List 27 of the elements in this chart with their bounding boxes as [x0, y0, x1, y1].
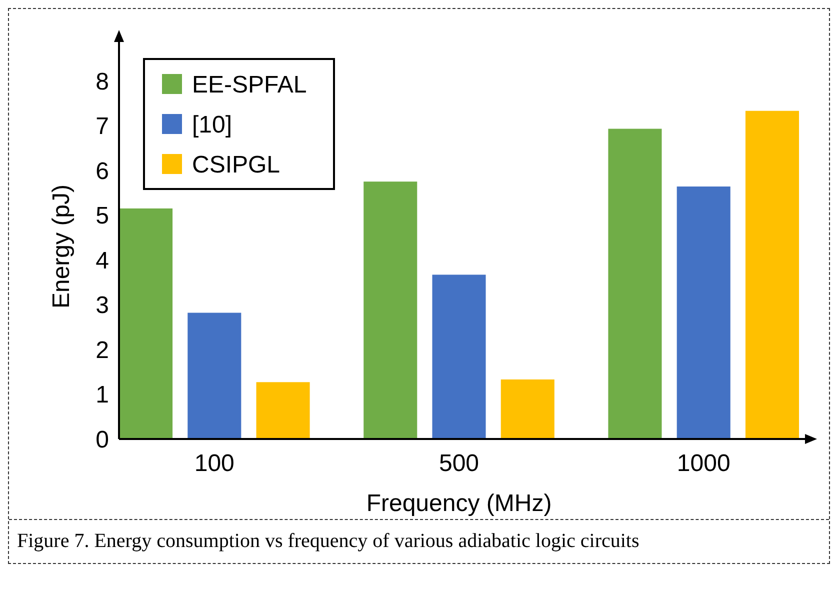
legend-label: [10]	[192, 111, 232, 138]
legend-label: EE-SPFAL	[192, 71, 307, 98]
y-tick-label: 7	[96, 113, 109, 140]
bar	[608, 128, 662, 439]
x-tick-label: 100	[194, 450, 234, 477]
y-tick-label: 3	[96, 292, 109, 320]
bar	[364, 182, 418, 439]
caption: Figure 7. Energy consumption vs frequency of various adiabatic logic circuits	[17, 530, 640, 553]
y-tick-label: 8	[96, 68, 109, 96]
y-tick-label: 6	[96, 158, 109, 185]
bar	[745, 110, 799, 439]
x-tick-label: 500	[438, 450, 480, 477]
y-tick-label: 2	[96, 336, 109, 364]
y-tick-label: 1	[96, 382, 109, 409]
bar	[676, 186, 730, 439]
legend-label: CSIPGL	[192, 151, 280, 178]
y-axis-title: Energy (pJ)	[48, 184, 75, 309]
y-tick-label: 5	[96, 202, 109, 230]
y-tick-label: 0	[96, 426, 109, 454]
bar	[256, 382, 310, 439]
y-tick-label: 4	[96, 247, 109, 274]
bar	[432, 274, 486, 439]
bar	[500, 379, 554, 439]
x-axis-title: Frequency (MHz)	[366, 490, 552, 517]
bar	[119, 208, 173, 439]
bar	[188, 312, 242, 439]
x-tick-label: 1000	[676, 450, 730, 477]
